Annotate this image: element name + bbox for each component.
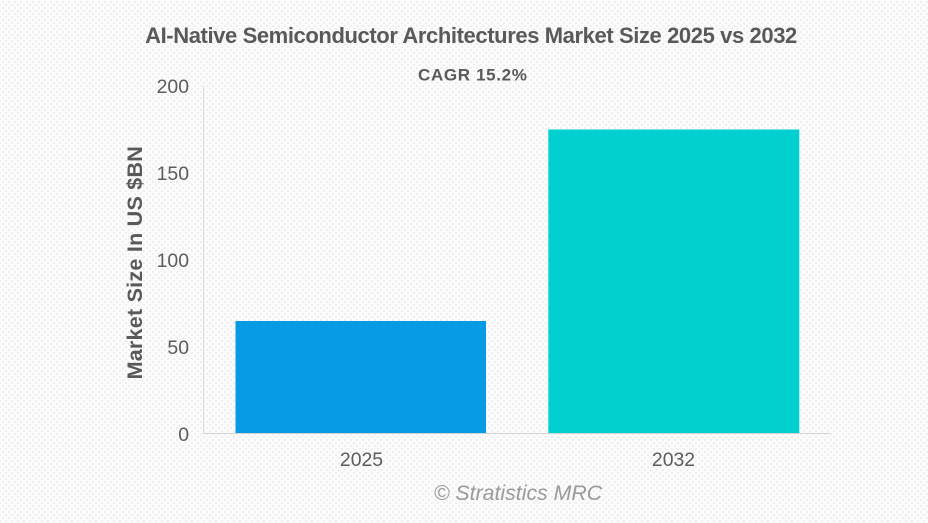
svg-text:150: 150 — [157, 163, 190, 185]
svg-text:100: 100 — [157, 250, 190, 272]
svg-text:50: 50 — [167, 337, 189, 359]
svg-text:AI-Native Semiconductor Archit: AI-Native Semiconductor Architectures Ma… — [145, 23, 797, 48]
svg-text:2025: 2025 — [340, 449, 383, 471]
svg-text:0: 0 — [178, 424, 189, 446]
svg-text:CAGR 15.2%: CAGR 15.2% — [418, 66, 527, 85]
svg-text:© Stratistics MRC: © Stratistics MRC — [434, 481, 603, 505]
svg-text:2032: 2032 — [652, 449, 695, 471]
svg-text:200: 200 — [157, 76, 190, 98]
svg-text:Market Size In US $BN: Market Size In US $BN — [123, 146, 147, 379]
